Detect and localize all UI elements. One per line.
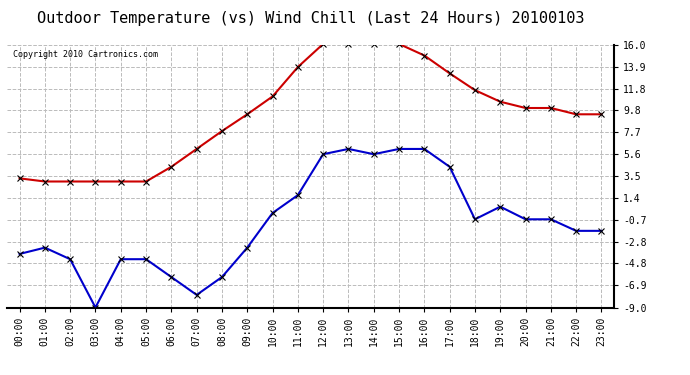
Text: Outdoor Temperature (vs) Wind Chill (Last 24 Hours) 20100103: Outdoor Temperature (vs) Wind Chill (Las… [37, 11, 584, 26]
Text: Copyright 2010 Cartronics.com: Copyright 2010 Cartronics.com [13, 50, 158, 59]
